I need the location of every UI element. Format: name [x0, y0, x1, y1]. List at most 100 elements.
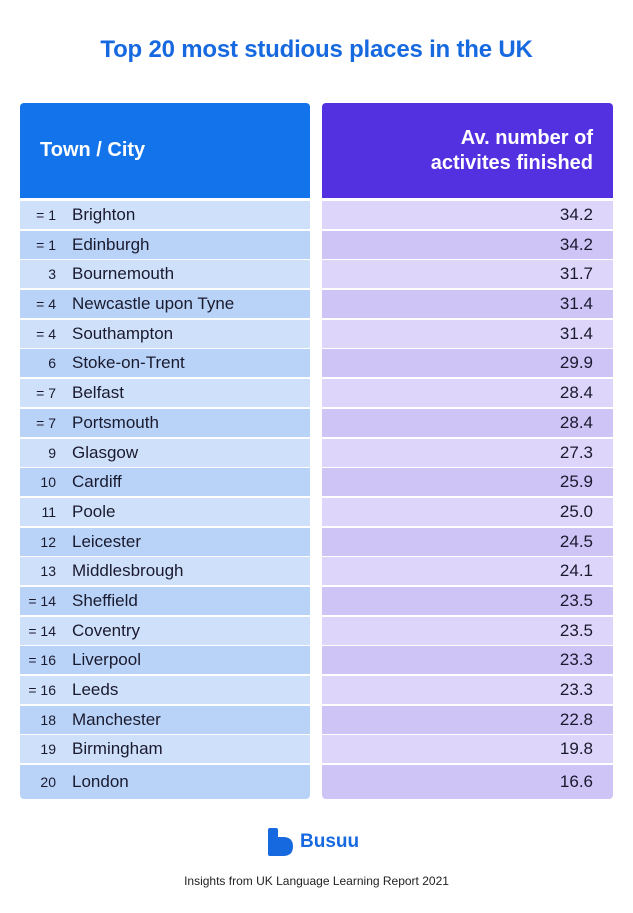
activities-value: 19.8: [559, 739, 593, 759]
city-name: Glasgow: [72, 442, 139, 462]
table-row: 34.2: [322, 201, 613, 229]
town-city-rows: = 1 Brighton = 1 Edinburgh 3 Bournemouth = 4 Ne…: [20, 201, 310, 801]
table-row: 22.8: [322, 705, 613, 734]
table-row: = 1 Edinburgh: [20, 230, 310, 259]
table-row: = 7 Portsmouth: [20, 408, 310, 437]
rank-label: = 4: [36, 325, 56, 342]
table-row: 19 Birmingham: [20, 735, 310, 764]
table-row: 13 Middlesbrough: [20, 557, 310, 586]
city-name: Southampton: [72, 323, 174, 343]
activities-value: 29.9: [559, 353, 593, 373]
rank-label: = 14: [28, 622, 56, 639]
page-title: Top 20 most studious places in the UK: [100, 36, 533, 63]
table-row: 31.7: [322, 260, 613, 289]
activities-value: 28.4: [559, 383, 593, 403]
city-name: Bournemouth: [72, 264, 175, 284]
table-row: 16.6: [322, 765, 613, 800]
table-row: 28.4: [322, 379, 613, 408]
table-row: 31.4: [322, 319, 613, 348]
rank-label: = 14: [28, 592, 56, 609]
table-row: 31.4: [322, 290, 613, 319]
table-row: 3 Bournemouth: [20, 260, 310, 289]
table-row: = 4 Southampton: [20, 319, 310, 348]
rank-label: = 16: [28, 682, 56, 698]
activities-value: 22.8: [559, 709, 593, 729]
table-row: 27.3: [322, 438, 613, 467]
table-row: 25.9: [322, 468, 613, 497]
table-row: 23.3: [322, 676, 613, 704]
rank-label: 13: [40, 563, 56, 580]
busuu-logo: Busuu: [268, 828, 359, 856]
town-city-header: Town / City: [20, 103, 310, 198]
table-row: = 16 Leeds: [20, 676, 310, 704]
rank-label: 19: [40, 741, 56, 758]
table-row: 34.2: [322, 230, 613, 259]
activities-value: 25.9: [559, 472, 593, 492]
table-row: 20 London: [20, 765, 310, 800]
table-row: 24.5: [322, 527, 613, 556]
activities-value: 23.3: [559, 650, 593, 670]
rank-label: = 1: [36, 207, 56, 223]
table-row: 10 Cardiff: [20, 468, 310, 497]
activities-header-line-1: Av. number of: [460, 126, 593, 149]
activities-value: 16.6: [559, 772, 593, 792]
city-name: Leicester: [72, 531, 141, 551]
rank-label: 10: [40, 474, 56, 491]
city-name: Edinburgh: [72, 234, 150, 254]
table-row: 28.4: [322, 408, 613, 437]
rank-label: 18: [40, 711, 56, 728]
city-name: Poole: [72, 501, 116, 521]
rank-label: = 7: [36, 385, 56, 402]
table-row: = 14 Sheffield: [20, 586, 310, 615]
table-row: 19.8: [322, 735, 613, 764]
rank-label: = 4: [36, 296, 56, 313]
city-name: Coventry: [72, 620, 141, 640]
activities-value: 31.4: [559, 294, 593, 314]
table-row: 6 Stoke-on-Trent: [20, 349, 310, 378]
table-row: 25.0: [322, 497, 613, 526]
activities-value: 31.4: [559, 323, 593, 343]
table-row: 23.3: [322, 646, 613, 675]
rank-label: 20: [40, 774, 56, 791]
activities-header-line-2: activites finished: [430, 151, 593, 174]
brand-name: Busuu: [300, 831, 360, 852]
table-row: = 16 Liverpool: [20, 646, 310, 675]
busuu-logo-icon: [268, 828, 293, 856]
table-row: 23.5: [322, 586, 613, 615]
table-row: 11 Poole: [20, 497, 310, 526]
table-row: = 4 Newcastle upon Tyne: [20, 290, 310, 319]
table-row: = 14 Coventry: [20, 616, 310, 645]
town-city-column: Town / City = 1 Brighton = 1 Edinburgh 3 Bour…: [20, 103, 310, 800]
activities-header: Av. number of activites finished: [322, 103, 613, 198]
rank-label: = 7: [36, 414, 56, 431]
rank-label: = 1: [36, 236, 56, 253]
activities-value: 24.5: [559, 531, 593, 551]
city-name: Brighton: [72, 205, 136, 224]
activities-value: 34.2: [559, 234, 593, 254]
city-name: Middlesbrough: [72, 561, 184, 581]
table-row: 12 Leicester: [20, 527, 310, 556]
activities-column: Av. number of activites finished 34.2 34.…: [322, 103, 613, 800]
rank-label: 12: [40, 533, 56, 550]
footer-source: Insights from UK Language Learning Repor…: [184, 874, 449, 888]
activities-rows: 34.2 34.2 31.7 31.4 31.4 29.9 28.4 28.4 27.3 25.9…: [322, 201, 613, 801]
table-row: = 7 Belfast: [20, 379, 310, 408]
city-name: Manchester: [72, 709, 161, 729]
activities-value: 31.7: [559, 264, 593, 284]
activities-value: 27.3: [559, 442, 593, 462]
activities-value: 25.0: [559, 501, 593, 521]
activities-value: 23.5: [559, 590, 593, 610]
city-name: Newcastle upon Tyne: [72, 294, 235, 314]
table-row: 18 Manchester: [20, 705, 310, 734]
city-name: Sheffield: [72, 590, 138, 610]
table-row: 24.1: [322, 557, 613, 586]
table-row: 23.5: [322, 616, 613, 645]
city-name: Leeds: [72, 680, 119, 699]
rank-label: 6: [48, 355, 56, 372]
activities-value: 24.1: [559, 561, 593, 581]
activities-value: 28.4: [559, 412, 593, 432]
table-row: = 1 Brighton: [20, 201, 310, 229]
table-row: 9 Glasgow: [20, 438, 310, 467]
rank-label: 3: [48, 266, 56, 283]
city-name: Birmingham: [72, 739, 163, 759]
